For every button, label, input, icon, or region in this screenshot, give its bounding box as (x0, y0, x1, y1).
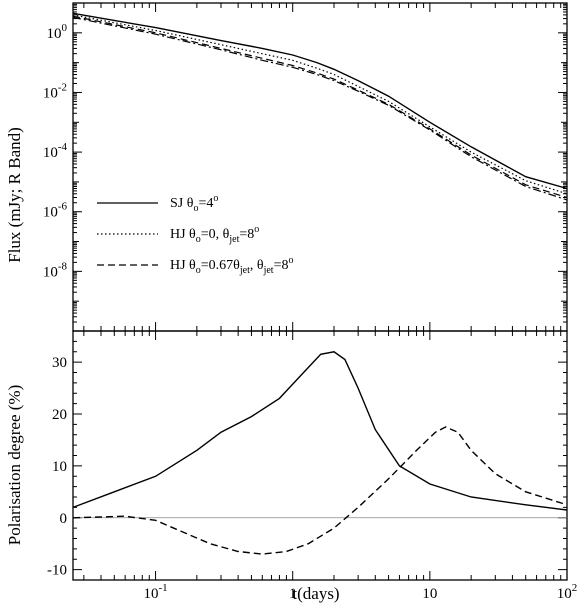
flux-series-line-dashed (72, 15, 568, 199)
legend-entry: HJ θo=0.67θjet​, θjet=8o (170, 255, 294, 276)
y-tick-label: -10 (47, 563, 67, 579)
x-tick-label: 102 (557, 582, 578, 602)
x-tick-label: 10-1 (143, 582, 167, 602)
y-tick-label: 0 (60, 511, 68, 527)
polarisation-plot-frame (72, 330, 568, 581)
y-tick-label: 30 (52, 355, 67, 371)
flux-axis-label: Flux (mJy; R Band) (5, 127, 24, 263)
polarisation-series-line-solid (72, 351, 568, 511)
legend-entry: SJ θo=4o​ (170, 193, 218, 214)
flux-series-line-solid (72, 12, 568, 190)
x-tick-label: 1 (289, 586, 297, 602)
y-tick-label: 100 (47, 22, 68, 42)
y-tick-label: 20 (52, 407, 67, 423)
polarisation-panel: -10 0 10 20 30 10-1 1 10 102 (47, 330, 578, 602)
y-tick-label: 10-8 (43, 260, 68, 280)
polarisation-axis-label: Polarisation degree (%) (5, 385, 24, 546)
flux-panel: 100 10-2 10-4 10-6 10-8 SJ θo=4o​ HJ θo=0, θje… (43, 2, 568, 332)
y-tick-label: 10-6 (43, 201, 68, 221)
flux-series-line-dashdot (72, 16, 568, 201)
y-tick-label: 10 (52, 459, 67, 475)
flux-series-line-dotted (72, 14, 568, 195)
legend-entry: HJ θo=0, θjet​=8o​ (170, 224, 259, 245)
polarisation-series-line-dashed (72, 426, 568, 555)
y-tick-label: 10-2 (43, 81, 67, 101)
x-axis-label: t(days) (292, 584, 339, 603)
y-tick-label: 10-4 (43, 141, 68, 161)
flux-plot-frame (72, 2, 568, 332)
x-tick-label: 10 (422, 586, 437, 602)
